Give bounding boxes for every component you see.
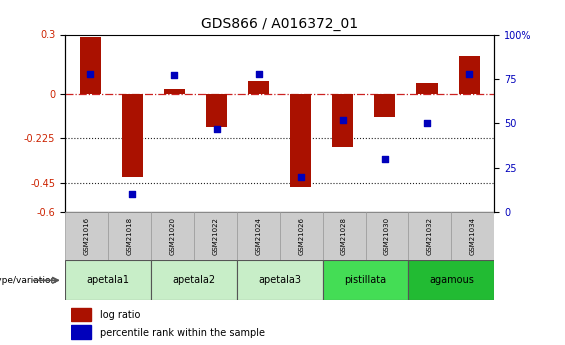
- Bar: [408, 212, 451, 260]
- Text: genotype/variation: genotype/variation: [0, 276, 56, 285]
- Point: [296, 174, 305, 179]
- Bar: [332, 94, 353, 147]
- Point: [423, 121, 432, 126]
- Text: GSM21028: GSM21028: [341, 217, 347, 255]
- Text: apetala1: apetala1: [86, 275, 129, 285]
- Point: [338, 117, 347, 122]
- Text: apetala2: apetala2: [172, 275, 215, 285]
- Bar: [366, 212, 408, 260]
- Bar: [375, 94, 396, 117]
- Bar: [194, 212, 237, 260]
- Bar: [237, 260, 323, 300]
- Point: [86, 71, 95, 76]
- Point: [254, 71, 263, 76]
- Text: GSM21032: GSM21032: [427, 217, 433, 255]
- Bar: [237, 212, 280, 260]
- Bar: [71, 308, 91, 322]
- Point: [212, 126, 221, 131]
- Bar: [323, 212, 366, 260]
- Bar: [451, 212, 494, 260]
- Text: log ratio: log ratio: [100, 310, 140, 320]
- Text: GSM21024: GSM21024: [255, 217, 261, 255]
- Title: GDS866 / A016372_01: GDS866 / A016372_01: [201, 17, 358, 31]
- Text: GSM21020: GSM21020: [170, 217, 175, 255]
- Text: percentile rank within the sample: percentile rank within the sample: [100, 327, 265, 337]
- Bar: [71, 325, 91, 339]
- Point: [170, 72, 179, 78]
- Bar: [151, 260, 237, 300]
- Point: [380, 156, 389, 161]
- Bar: [248, 81, 269, 94]
- Bar: [65, 260, 151, 300]
- Bar: [290, 94, 311, 187]
- Bar: [164, 89, 185, 94]
- Text: GSM21030: GSM21030: [384, 217, 390, 255]
- Bar: [408, 260, 494, 300]
- Bar: [280, 212, 323, 260]
- Bar: [80, 38, 101, 94]
- Text: GSM21022: GSM21022: [212, 217, 218, 255]
- Text: GSM21016: GSM21016: [84, 217, 89, 255]
- Point: [128, 191, 137, 197]
- Bar: [108, 212, 151, 260]
- Bar: [65, 212, 108, 260]
- Bar: [459, 56, 480, 94]
- Bar: [151, 212, 194, 260]
- Text: GSM21026: GSM21026: [298, 217, 304, 255]
- Text: agamous: agamous: [429, 275, 474, 285]
- Text: apetala3: apetala3: [258, 275, 301, 285]
- Point: [464, 71, 473, 76]
- Text: GSM21034: GSM21034: [470, 217, 476, 255]
- Bar: [323, 260, 408, 300]
- Bar: [416, 83, 437, 94]
- Text: pistillata: pistillata: [345, 275, 386, 285]
- Bar: [206, 94, 227, 127]
- Text: GSM21018: GSM21018: [127, 217, 132, 255]
- Bar: [122, 94, 143, 177]
